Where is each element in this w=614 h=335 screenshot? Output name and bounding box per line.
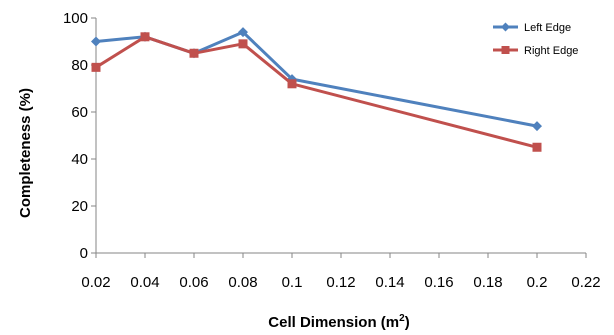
chart-axes: 0 20 40 60 80 100 0.02 0.04 0.06 0.08 0.1 0.12 0.14 0…	[63, 10, 601, 291]
x-tick-label: 0.08	[228, 274, 257, 291]
data-point-square	[238, 39, 248, 49]
y-axis-title: Completeness (%)	[17, 88, 34, 218]
legend-label: Right Edge	[524, 45, 578, 57]
x-tick-label: 0.1	[282, 274, 303, 291]
legend-marker-diamond	[501, 22, 510, 32]
x-tick-label: 0.06	[179, 274, 208, 291]
x-tick-label: 0.18	[473, 274, 502, 291]
legend-entry: Left Edge	[493, 22, 571, 34]
x-tick-label: 0.02	[81, 274, 110, 291]
y-tick-label: 100	[63, 10, 88, 27]
y-tick-label: 20	[71, 198, 88, 215]
x-tick-label: 0.22	[571, 274, 600, 291]
data-point-square	[91, 62, 101, 72]
legend-entry: Right Edge	[493, 45, 578, 57]
y-tick-label: 80	[71, 57, 88, 74]
series-right-edge	[91, 32, 542, 152]
x-tick-label: 0.2	[527, 274, 548, 291]
chart-series	[91, 27, 542, 152]
series-line	[95, 30, 538, 128]
chart-legend: Left Edge Right Edge	[493, 22, 578, 57]
legend-label: Left Edge	[524, 22, 571, 34]
x-axis-title-superscript: 2	[399, 313, 405, 324]
x-tick-label: 0.04	[130, 274, 159, 291]
data-point-square	[189, 48, 199, 58]
data-point-square	[287, 79, 297, 89]
x-tick-label: 0.12	[326, 274, 355, 291]
data-point-square	[140, 32, 150, 42]
data-point-diamond	[532, 121, 542, 132]
data-point-square	[532, 142, 542, 152]
x-axis-title: Cell Dimension (m2)	[268, 313, 409, 331]
legend-marker-square	[501, 46, 510, 54]
x-tick-label: 0.16	[424, 274, 453, 291]
y-tick-label: 60	[71, 104, 88, 121]
data-point-diamond	[91, 36, 101, 47]
y-tick-label: 40	[71, 151, 88, 168]
y-tick-label: 0	[80, 245, 88, 262]
series-line	[95, 35, 538, 149]
x-axis-title-main: Cell Dimension (m	[268, 314, 399, 331]
x-axis-title-suffix: )	[405, 314, 410, 331]
data-point-diamond	[238, 27, 248, 38]
x-tick-label: 0.14	[375, 274, 404, 291]
